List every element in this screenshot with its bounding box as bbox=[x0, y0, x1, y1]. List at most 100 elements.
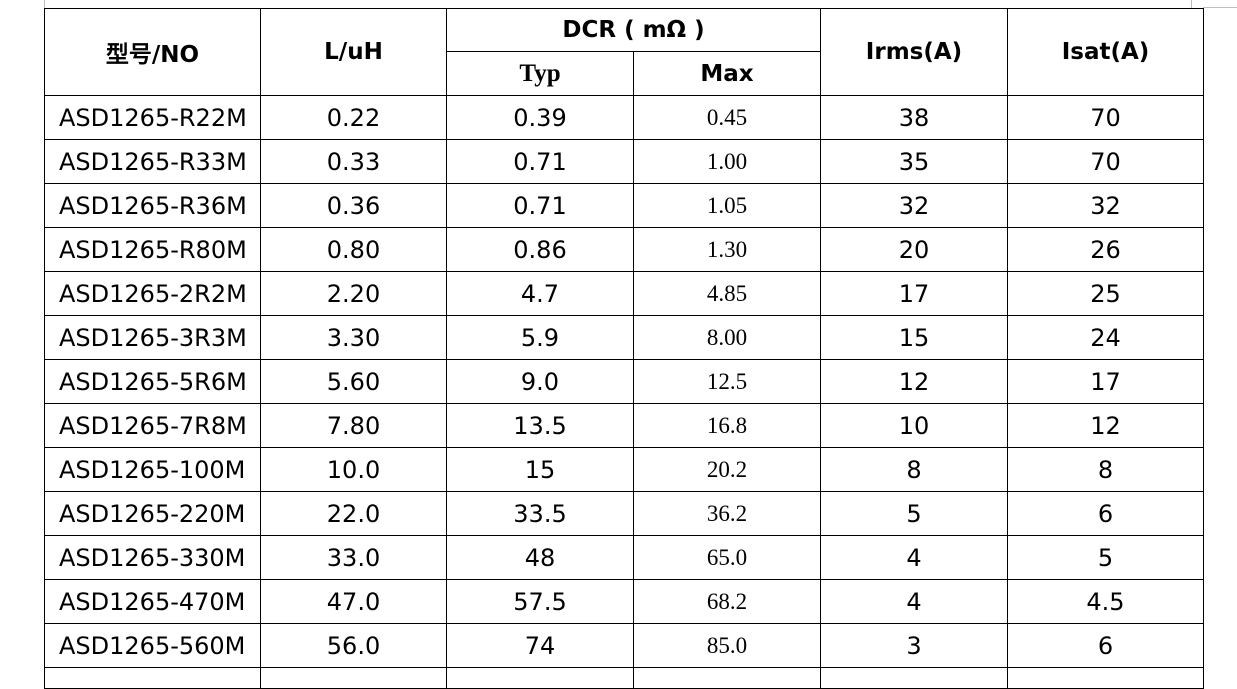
cell-dcr-max: 0.45 bbox=[633, 95, 821, 140]
cell-dcr-max: 16.8 bbox=[633, 403, 821, 448]
cell-inductance: 47.0 bbox=[260, 579, 447, 624]
cell-isat: 5 bbox=[1007, 535, 1204, 580]
cell-irms: 8 bbox=[820, 447, 1008, 492]
cell-irms: 32 bbox=[820, 183, 1008, 228]
cell-empty bbox=[446, 667, 634, 689]
header-model: 型号/NO bbox=[44, 8, 261, 96]
cell-dcr-max: 65.0 bbox=[633, 535, 821, 580]
crop-mark-right-vertical bbox=[1191, 0, 1192, 8]
cell-inductance: 0.22 bbox=[260, 95, 447, 140]
cell-dcr-typ: 0.71 bbox=[446, 183, 634, 228]
cell-model: ASD1265-5R6M bbox=[44, 359, 261, 404]
header-inductance: L/uH bbox=[260, 8, 447, 96]
cell-dcr-typ: 5.9 bbox=[446, 315, 634, 360]
table-row: ASD1265-R36M 0.36 0.71 1.05 32 32 bbox=[44, 183, 1204, 228]
inductor-spec-table: 型号/NO L/uH DCR ( mΩ ) Irms(A) Isat(A) Ty… bbox=[44, 8, 1204, 689]
cell-model: ASD1265-220M bbox=[44, 491, 261, 536]
table-row: ASD1265-560M 56.0 74 85.0 3 6 bbox=[44, 623, 1204, 668]
cell-inductance: 56.0 bbox=[260, 623, 447, 668]
cell-irms: 4 bbox=[820, 535, 1008, 580]
cell-dcr-typ: 74 bbox=[446, 623, 634, 668]
header-isat: Isat(A) bbox=[1007, 8, 1204, 96]
cell-dcr-typ: 57.5 bbox=[446, 579, 634, 624]
table-body: ASD1265-R22M 0.22 0.39 0.45 38 70 ASD126… bbox=[44, 95, 1204, 689]
cell-model: ASD1265-100M bbox=[44, 447, 261, 492]
table-row: ASD1265-2R2M 2.20 4.7 4.85 17 25 bbox=[44, 271, 1204, 316]
cell-model: ASD1265-R33M bbox=[44, 139, 261, 184]
cell-irms: 3 bbox=[820, 623, 1008, 668]
cell-dcr-max: 85.0 bbox=[633, 623, 821, 668]
cell-empty bbox=[44, 667, 261, 689]
cell-isat: 24 bbox=[1007, 315, 1204, 360]
cell-irms: 12 bbox=[820, 359, 1008, 404]
table-row: ASD1265-220M 22.0 33.5 36.2 5 6 bbox=[44, 491, 1204, 536]
cell-empty bbox=[633, 667, 821, 689]
cell-irms: 4 bbox=[820, 579, 1008, 624]
cell-dcr-max: 1.00 bbox=[633, 139, 821, 184]
cell-inductance: 22.0 bbox=[260, 491, 447, 536]
cell-isat: 32 bbox=[1007, 183, 1204, 228]
cell-inductance: 2.20 bbox=[260, 271, 447, 316]
cell-dcr-typ: 0.39 bbox=[446, 95, 634, 140]
header-dcr-typ: Typ bbox=[446, 51, 634, 96]
header-dcr: DCR ( mΩ ) bbox=[446, 8, 821, 52]
cell-isat: 8 bbox=[1007, 447, 1204, 492]
cell-isat: 25 bbox=[1007, 271, 1204, 316]
cell-irms: 15 bbox=[820, 315, 1008, 360]
cell-isat: 6 bbox=[1007, 491, 1204, 536]
cell-dcr-max: 12.5 bbox=[633, 359, 821, 404]
header-dcr-max: Max bbox=[633, 51, 821, 96]
crop-mark-left-vertical bbox=[44, 0, 45, 8]
cell-irms: 10 bbox=[820, 403, 1008, 448]
cell-irms: 35 bbox=[820, 139, 1008, 184]
cell-isat: 12 bbox=[1007, 403, 1204, 448]
cell-dcr-typ: 48 bbox=[446, 535, 634, 580]
table-row: ASD1265-100M 10.0 15 20.2 8 8 bbox=[44, 447, 1204, 492]
table-row: ASD1265-470M 47.0 57.5 68.2 4 4.5 bbox=[44, 579, 1204, 624]
table-row: ASD1265-7R8M 7.80 13.5 16.8 10 12 bbox=[44, 403, 1204, 448]
cell-inductance: 33.0 bbox=[260, 535, 447, 580]
cell-isat: 6 bbox=[1007, 623, 1204, 668]
cell-model: ASD1265-560M bbox=[44, 623, 261, 668]
cell-model: ASD1265-R22M bbox=[44, 95, 261, 140]
cell-dcr-typ: 4.7 bbox=[446, 271, 634, 316]
cell-isat: 26 bbox=[1007, 227, 1204, 272]
cell-empty bbox=[820, 667, 1008, 689]
cell-inductance: 0.80 bbox=[260, 227, 447, 272]
cell-dcr-max: 36.2 bbox=[633, 491, 821, 536]
cell-model: ASD1265-3R3M bbox=[44, 315, 261, 360]
cell-dcr-typ: 9.0 bbox=[446, 359, 634, 404]
table-row: ASD1265-R80M 0.80 0.86 1.30 20 26 bbox=[44, 227, 1204, 272]
cell-inductance: 7.80 bbox=[260, 403, 447, 448]
cell-dcr-typ: 13.5 bbox=[446, 403, 634, 448]
cell-isat: 70 bbox=[1007, 139, 1204, 184]
table-row: ASD1265-3R3M 3.30 5.9 8.00 15 24 bbox=[44, 315, 1204, 360]
cell-dcr-max: 1.30 bbox=[633, 227, 821, 272]
cell-inductance: 10.0 bbox=[260, 447, 447, 492]
table-row: ASD1265-R22M 0.22 0.39 0.45 38 70 bbox=[44, 95, 1204, 140]
cell-empty bbox=[260, 667, 447, 689]
table-row: ASD1265-330M 33.0 48 65.0 4 5 bbox=[44, 535, 1204, 580]
cell-irms: 38 bbox=[820, 95, 1008, 140]
cell-dcr-typ: 0.86 bbox=[446, 227, 634, 272]
header-row-1: 型号/NO L/uH DCR ( mΩ ) Irms(A) Isat(A) bbox=[44, 8, 1204, 96]
cell-empty bbox=[1007, 667, 1204, 689]
cell-model: ASD1265-330M bbox=[44, 535, 261, 580]
cell-model: ASD1265-7R8M bbox=[44, 403, 261, 448]
table-header: 型号/NO L/uH DCR ( mΩ ) Irms(A) Isat(A) Ty… bbox=[44, 8, 1204, 96]
table-row: ASD1265-R33M 0.33 0.71 1.00 35 70 bbox=[44, 139, 1204, 184]
crop-mark-right-horizontal bbox=[1203, 7, 1237, 8]
cell-dcr-max: 68.2 bbox=[633, 579, 821, 624]
cell-isat: 4.5 bbox=[1007, 579, 1204, 624]
cell-inductance: 3.30 bbox=[260, 315, 447, 360]
cell-inductance: 5.60 bbox=[260, 359, 447, 404]
cell-dcr-max: 8.00 bbox=[633, 315, 821, 360]
cell-model: ASD1265-470M bbox=[44, 579, 261, 624]
cell-dcr-max: 4.85 bbox=[633, 271, 821, 316]
cell-inductance: 0.36 bbox=[260, 183, 447, 228]
cell-dcr-typ: 33.5 bbox=[446, 491, 634, 536]
cell-dcr-max: 1.05 bbox=[633, 183, 821, 228]
cell-irms: 17 bbox=[820, 271, 1008, 316]
cell-model: ASD1265-2R2M bbox=[44, 271, 261, 316]
cell-inductance: 0.33 bbox=[260, 139, 447, 184]
